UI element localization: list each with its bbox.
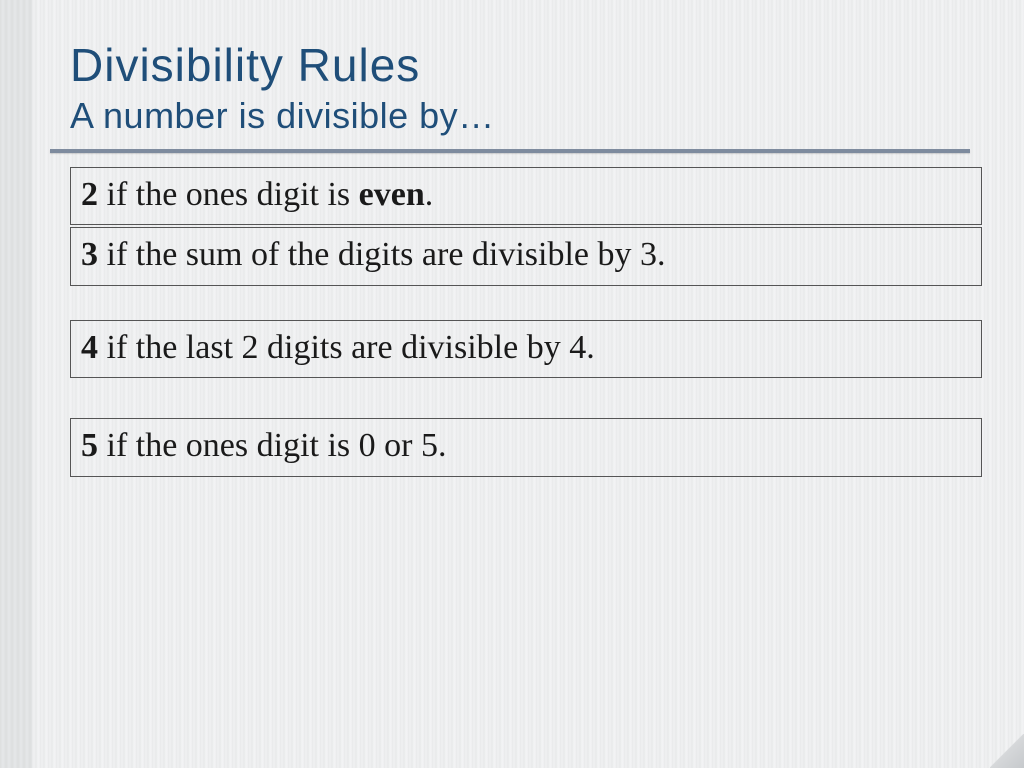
rule-number: 2 — [81, 176, 98, 213]
rule-number: 3 — [81, 236, 98, 273]
rule-box-3: 3 if the sum of the digits are divisible… — [70, 227, 982, 286]
slide-container: Divisibility Rules A number is divisible… — [0, 0, 1024, 768]
rule-box-2: 2 if the ones digit is even. — [70, 167, 982, 226]
rules-list: 2 if the ones digit is even. 3 if the su… — [70, 167, 982, 477]
rule-text-bold: even — [359, 176, 425, 213]
slide-title: Divisibility Rules — [70, 40, 984, 91]
rule-text-post: . — [425, 176, 434, 213]
rule-box-4: 4 if the last 2 digits are divisible by … — [70, 320, 982, 379]
rule-text-pre: if the ones digit is — [98, 176, 359, 213]
rule-number: 4 — [81, 329, 98, 366]
slide-subtitle: A number is divisible by… — [70, 95, 984, 137]
rule-box-5: 5 if the ones digit is 0 or 5. — [70, 418, 982, 477]
page-curl-icon — [990, 734, 1024, 768]
rule-text-pre: if the ones digit is 0 or 5. — [98, 427, 446, 464]
spacer — [70, 286, 982, 320]
rule-number: 5 — [81, 427, 98, 464]
rule-text-pre: if the last 2 digits are divisible by 4. — [98, 329, 595, 366]
rule-text-pre: if the sum of the digits are divisible b… — [98, 236, 666, 273]
spacer — [70, 378, 982, 418]
title-underline — [50, 149, 970, 153]
